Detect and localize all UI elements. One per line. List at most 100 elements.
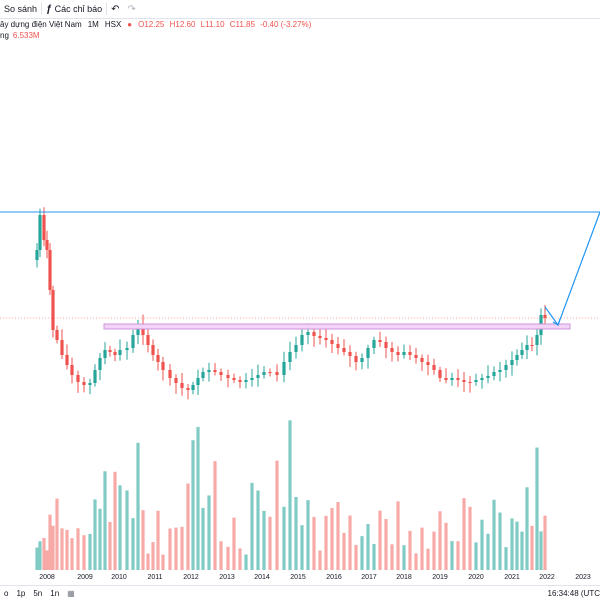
candle-body [191,385,195,390]
candle-body [256,375,260,378]
candle-body [76,375,80,382]
symbol-interval[interactable]: 1M [87,20,99,29]
volume-bar [88,533,92,570]
symbol-name[interactable]: ây dựng điện Việt Nam [0,20,82,29]
candle-body [226,375,230,378]
volume-bar [294,496,298,570]
candle-body [462,380,466,382]
volume-bar [174,527,178,570]
volume-bar [103,471,107,570]
range-button[interactable]: 1p [16,589,26,598]
candle-body [408,352,412,355]
x-tick-label: 2018 [396,574,412,581]
undo-icon: ↶ [111,3,120,15]
volume-bar [312,516,316,570]
volume-bar [492,499,496,570]
volume-bar [384,519,388,570]
range-button[interactable]: 5n [33,589,43,598]
toolbar-separator [41,3,43,15]
volume-bar [262,510,266,570]
volume-bar [504,547,508,570]
volume-bar [161,554,165,570]
volume-bar [141,510,145,570]
redo-button[interactable]: ↷ [124,0,140,18]
compare-button[interactable]: So sánh [0,0,41,18]
candle-body [131,335,135,348]
volume-bar [238,548,242,570]
volume-bar [244,554,248,570]
volume-bar [444,522,448,570]
candle-body [45,240,49,250]
symbol-exchange: HSX [104,20,122,29]
volume-bar [396,501,400,570]
candle-body [60,340,64,355]
range-button[interactable]: 1n [50,589,60,598]
bottom-bar: o 1p 5n 1n ▦ 16:34:48 (UTC [0,585,600,601]
x-tick-label: 2009 [77,574,93,581]
candle-body [103,350,107,358]
x-tick-label: 2020 [468,574,484,581]
projection-arrow[interactable] [544,211,600,327]
volume-bar [318,550,322,570]
candle-body [525,345,529,350]
candle-body [498,370,502,372]
x-tick-label: 2017 [361,574,377,581]
candle-body [108,350,112,352]
compare-label: So sánh [4,4,38,14]
volume-bar [300,525,304,570]
volume-bar [360,536,364,570]
toolbar-separator [106,3,108,15]
candle-body [420,358,424,362]
candle-body [282,362,286,375]
x-tick-label: 2014 [254,574,270,581]
volume-bar [60,528,64,570]
toolbar: So sánh ƒ Các chỉ báo ↶ ↷ [0,0,600,19]
candle-body [348,352,352,356]
candle-body [438,370,442,378]
volume-label: ng [0,31,9,40]
candle-body [98,358,102,370]
candle-body [520,350,524,355]
x-axis: 2008 2009 2010 2011 2012 2013 2014 2015 2016 2017… [39,574,591,581]
volume-bars [35,420,547,570]
candle-body [300,335,304,345]
candle-body [450,378,454,380]
candle-body [456,378,460,380]
range-button[interactable]: o [4,589,9,598]
volume-bar [366,524,370,570]
status-dot-icon: ● [127,20,133,29]
candle-body [174,378,178,383]
candle-body [535,335,539,345]
candlesticks [35,207,547,400]
volume-bar [168,528,172,570]
x-tick-label: 2011 [147,574,162,581]
candle-body [504,365,508,370]
volume-bar [201,507,205,570]
indicators-button[interactable]: ƒ Các chỉ báo [42,0,106,18]
indicators-label: Các chỉ báo [54,4,103,14]
candle-body [136,325,140,335]
volume-bar [336,502,340,570]
volume-bar [65,529,69,570]
x-tick-label: 2019 [432,574,448,581]
undo-button[interactable]: ↶ [107,0,123,18]
volume-value: 6.533M [12,31,40,40]
candle-body [219,372,223,375]
volume-bar [462,498,466,570]
candle-body [113,352,117,355]
volume-bar [525,487,529,570]
volume-bar [486,533,490,570]
candle-body [486,376,490,378]
clock-display: 16:34:48 (UTC [547,589,600,598]
volume-bar [268,516,272,570]
volume-bar [226,546,230,570]
candle-body [294,345,298,352]
volume-bar [535,447,539,570]
calendar-icon[interactable]: ▦ [67,589,75,598]
candle-body [530,345,534,346]
volume-bar [378,510,382,570]
support-zone[interactable] [103,323,571,330]
volume-bar [450,541,454,570]
volume-bar [213,461,217,570]
